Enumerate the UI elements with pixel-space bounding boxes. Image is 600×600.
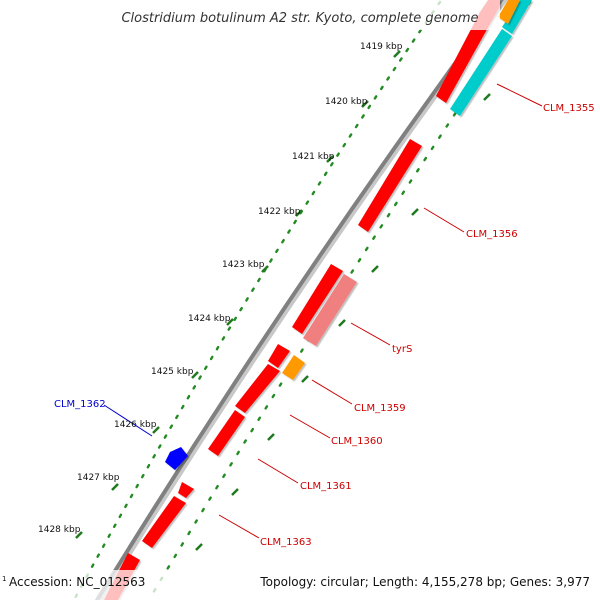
kbp-label-1427: 1427 kbp <box>77 473 120 483</box>
gene-clm-1356 <box>358 139 422 232</box>
gene-clm-1363 <box>142 496 186 548</box>
kbp-label-1426: 1426 kbp <box>114 420 157 430</box>
footer-topology: Topology: circular; Length: 4,155,278 bp… <box>259 575 590 589</box>
title-backdrop <box>100 0 500 30</box>
gene-clm-1358 <box>268 344 290 368</box>
kbp-label-1419: 1419 kbp <box>360 42 403 52</box>
gene-tyrS <box>303 274 357 346</box>
label-connectors <box>103 83 543 539</box>
kbp-label-1428: 1428 kbp <box>38 525 81 535</box>
kbp-label-1421: 1421 kbp <box>292 152 335 162</box>
gene-orange-1359 <box>282 355 305 380</box>
footer-accession: Accession: NC_012563 <box>9 575 145 589</box>
kbp-label-1425: 1425 kbp <box>151 367 194 377</box>
gene-orange-top <box>498 0 520 24</box>
kbp-label-1424: 1424 kbp <box>188 314 231 324</box>
gene-clm-1362 <box>165 447 188 470</box>
gene-clm-1360 <box>208 410 245 456</box>
footer-note-mark: 1 <box>2 575 6 583</box>
gene-label-clm-1362: CLM_1362 <box>54 399 106 410</box>
kbp-label-1423: 1423 kbp <box>222 260 265 270</box>
genome-backbone <box>94 0 504 600</box>
gene-clm-1359-red <box>235 364 280 413</box>
gene-label-clm-1360: CLM_1360 <box>331 436 383 447</box>
tick-dot-track-outer <box>73 0 442 600</box>
gene-labels: CLM_1355 CLM_1356 tyrS CLM_1359 CLM_1360… <box>54 103 595 548</box>
kbp-labels: 1419 kbp 1420 kbp 1421 kbp 1422 kbp 1423… <box>38 42 403 535</box>
gene-label-clm-1359: CLM_1359 <box>354 403 406 414</box>
gene-label-clm-1355: CLM_1355 <box>543 103 595 114</box>
kbp-label-1420: 1420 kbp <box>325 97 368 107</box>
map-title: Clostridium botulinum A2 str. Kyoto, com… <box>121 11 478 26</box>
gene-label-clm-1363: CLM_1363 <box>260 537 312 548</box>
kbp-tick-marks <box>75 50 491 551</box>
footer-backdrop <box>0 570 600 600</box>
cyan-feature-top <box>502 0 532 34</box>
cyan-feature <box>450 29 512 116</box>
kbp-label-1422: 1422 kbp <box>258 207 301 217</box>
gene-label-clm-1361: CLM_1361 <box>300 481 352 492</box>
gene-clm-1361 <box>178 482 194 498</box>
gene-clm-1357 <box>292 264 343 334</box>
gene-label-clm-1356: CLM_1356 <box>466 229 518 240</box>
gene-label-tyrS: tyrS <box>392 344 412 355</box>
forward-genes <box>104 0 500 600</box>
